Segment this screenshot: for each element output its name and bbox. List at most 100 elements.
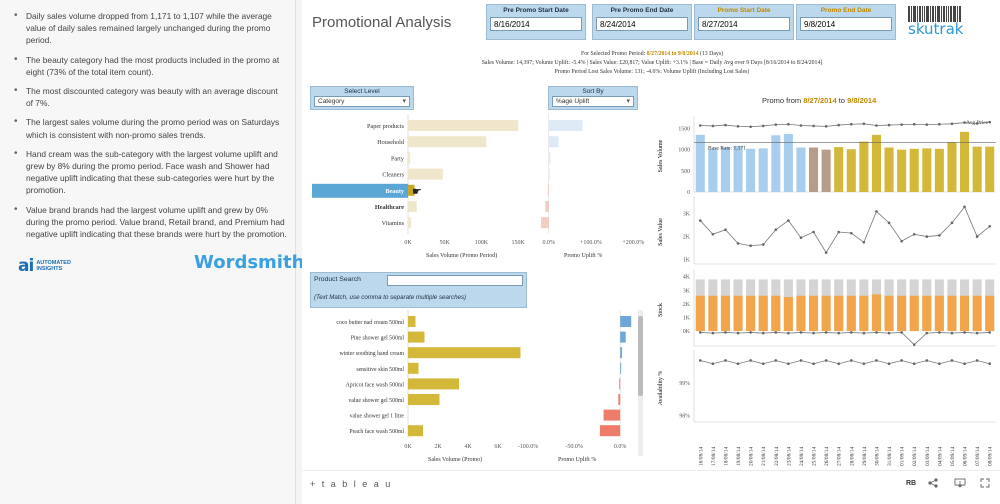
product-list-scrollbar[interactable] — [638, 310, 643, 456]
category-label: Beauty — [385, 188, 404, 195]
tick-label: 4K — [464, 444, 472, 450]
uplift-bar — [603, 409, 621, 421]
date-tick-label: 03/09/14 — [925, 447, 931, 466]
availability-point — [824, 359, 828, 362]
stock-available-bar — [947, 295, 957, 332]
narrative-bullet: Hand cream was the sub-category with the… — [14, 148, 287, 197]
stock-available-bar — [972, 295, 982, 332]
summary-line-3: Promo Period Lost Sales Volume: 131; -4.… — [554, 69, 750, 75]
uplift-bar — [620, 316, 632, 327]
sales-value-point — [849, 231, 853, 235]
sales-value-point — [761, 243, 765, 246]
date-tick-label: 05/09/14 — [950, 447, 956, 466]
share-icon[interactable] — [928, 478, 938, 491]
sales-volume-bar — [733, 145, 743, 192]
date-tick-label: 01/09/14 — [900, 447, 906, 466]
download-icon[interactable] — [954, 478, 966, 491]
avg-price-point — [925, 123, 929, 126]
tick-label: 4K — [683, 275, 691, 281]
uplift-bar — [548, 136, 559, 148]
product-bar — [408, 316, 416, 327]
uplift-bar — [620, 362, 622, 374]
avg-price-point — [724, 123, 727, 127]
sales-value-line — [699, 206, 990, 254]
uplift-bar — [548, 168, 550, 180]
category-sales-axis-title: Sales Volume (Promo Period) — [426, 253, 498, 259]
category-bar — [408, 201, 417, 212]
stock-change-point — [849, 331, 853, 334]
availability-point — [912, 362, 916, 366]
sales-volume-bar — [809, 147, 819, 192]
category-bar — [408, 136, 487, 148]
category-label: Healthcare — [375, 204, 404, 211]
sales-volume-bar — [821, 149, 831, 192]
sales-volume-bar — [796, 147, 806, 192]
sales-volume-bar — [771, 135, 781, 192]
summary-days: (13 Days) — [698, 51, 724, 57]
product-bar — [408, 347, 521, 359]
stock-available-bar — [934, 295, 944, 332]
avg-price-point — [912, 122, 916, 126]
avg-price-point — [950, 122, 954, 126]
sort-by-dropdown[interactable]: %age Uplift — [552, 96, 634, 107]
fullscreen-icon[interactable] — [980, 478, 990, 491]
stock-change-point — [912, 343, 916, 346]
date-tick-label: 04/09/14 — [937, 447, 943, 466]
stock-change-point — [761, 331, 765, 335]
date-tick-label: 16/08/14 — [698, 447, 704, 466]
avg-price-point — [711, 124, 715, 128]
sales-value-point — [787, 219, 790, 222]
stock-available-bar — [783, 297, 793, 332]
sales-value-point — [774, 228, 778, 232]
sales-volume-bar — [746, 148, 756, 192]
promo-end-input[interactable]: 9/8/2014 — [800, 17, 892, 31]
availability-axis-title: Availability % — [658, 371, 664, 406]
promo-start-filter: Promo Start Date 8/27/2014 — [694, 4, 794, 40]
promo-start-input[interactable]: 8/27/2014 — [698, 17, 790, 31]
product-label: Pine shower gel 500ml — [351, 336, 405, 342]
uplift-bar — [541, 217, 549, 229]
pre-promo-start-input[interactable]: 8/16/2014 — [490, 17, 582, 31]
tick-label: 0K — [683, 329, 691, 335]
tick-label: 1K — [683, 257, 691, 263]
stock-available-bar — [859, 295, 869, 332]
sales-value-point — [837, 230, 841, 234]
pre-promo-start-filter: Pre Promo Start Date 8/16/2014 — [486, 4, 586, 40]
tick-label: 0K — [404, 444, 412, 450]
right-title-mid: to — [836, 96, 848, 105]
avg-price-point — [774, 123, 778, 126]
sales-volume-bar — [947, 142, 957, 192]
stock-available-bar — [922, 295, 932, 332]
date-tick-label: 30/08/14 — [874, 447, 880, 466]
sales-value-point — [950, 221, 954, 225]
stock-available-bar — [695, 295, 705, 332]
sales-value-point — [749, 244, 752, 248]
right-title-end: 9/8/2014 — [847, 96, 877, 105]
availability-point — [711, 362, 715, 366]
select-level-dropdown[interactable]: Category — [314, 96, 410, 107]
avg-price-point — [988, 120, 992, 124]
sales-volume-bar — [985, 146, 995, 192]
category-uplift-axis-title: Promo Uplift % — [564, 253, 603, 259]
tick-label: 0 — [687, 190, 690, 196]
availability-point — [736, 362, 740, 366]
avg-price-point — [749, 125, 752, 129]
sales-value-point — [887, 221, 891, 225]
avg-price-point — [862, 122, 866, 126]
narrative-panel: Daily sales volume dropped from 1,171 to… — [0, 0, 304, 504]
sales-value-point — [988, 224, 992, 228]
category-sales-chart: Paper products Household Party Cleaners Beau… — [312, 114, 526, 246]
product-bar — [408, 362, 419, 374]
stock-available-bar — [708, 295, 718, 332]
user-avatar[interactable]: RB — [906, 480, 917, 487]
product-search-input[interactable] — [387, 275, 523, 286]
stock-change-point — [736, 331, 740, 335]
stock-available-bar — [758, 295, 768, 332]
date-tick-label: 20/08/14 — [749, 447, 755, 466]
scrollbar-thumb[interactable] — [638, 316, 643, 396]
category-bar — [408, 217, 411, 229]
ai-logo-mark: ai — [18, 256, 34, 276]
pre-promo-end-input[interactable]: 8/24/2014 — [596, 17, 688, 31]
date-tick-label: 07/09/14 — [975, 447, 981, 466]
daily-trend-charts: Sales Volume 0 500 1000 1500 Base Rate: 1,171… — [658, 116, 996, 466]
